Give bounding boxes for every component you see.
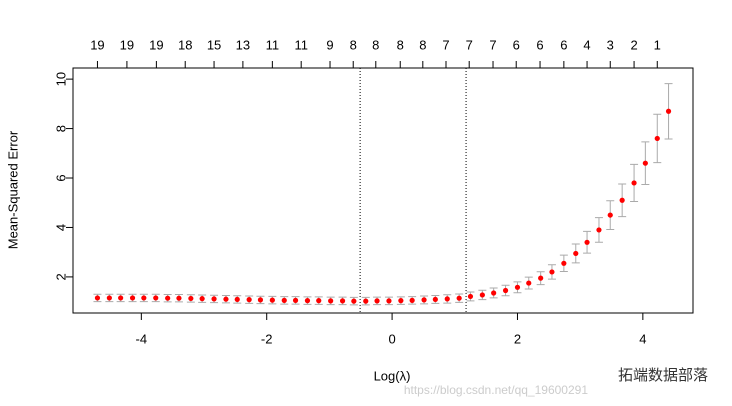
- point: [188, 295, 194, 302]
- top-tick-label: 7: [489, 37, 496, 52]
- point: [514, 284, 521, 290]
- point: [432, 296, 438, 303]
- point: [502, 287, 509, 294]
- top-tick-label: 18: [178, 37, 192, 52]
- point: [246, 297, 252, 303]
- plot-frame: [72, 67, 694, 314]
- point: [444, 296, 450, 302]
- x-tick-label: 2: [514, 331, 521, 346]
- point: [491, 290, 497, 296]
- point: [561, 260, 567, 266]
- point: [316, 298, 322, 304]
- y-tick-label: 6: [53, 174, 68, 181]
- point: [619, 197, 625, 203]
- point: [304, 298, 311, 304]
- x-tick-label: -2: [261, 331, 273, 346]
- point: [118, 295, 124, 301]
- point: [607, 212, 613, 218]
- top-tick-label: 9: [326, 37, 333, 52]
- top-tick-label: 6: [536, 37, 543, 52]
- top-tick-label: 6: [560, 37, 567, 52]
- top-tick-label: 8: [419, 37, 426, 52]
- point: [223, 296, 229, 302]
- point: [573, 250, 579, 257]
- point: [409, 297, 415, 303]
- point: [456, 295, 462, 301]
- point: [642, 160, 648, 166]
- top-tick-label: 7: [442, 37, 449, 52]
- point: [94, 295, 101, 301]
- top-tick-label: 19: [90, 37, 104, 52]
- brand: 拓端数据部落: [618, 367, 708, 384]
- y-tick-label: 10: [53, 72, 68, 86]
- point: [386, 298, 392, 304]
- point: [374, 298, 380, 304]
- point: [467, 293, 474, 300]
- top-tick-label: 7: [466, 37, 473, 52]
- point: [211, 296, 217, 302]
- point: [631, 180, 637, 186]
- top-tick-label: 3: [607, 37, 614, 52]
- y-tick-label: 4: [53, 224, 68, 231]
- point: [292, 297, 299, 303]
- top-tick-label: 11: [266, 37, 280, 52]
- point: [654, 135, 660, 142]
- top-tick-label: 8: [350, 37, 357, 52]
- top-tick-label: 4: [583, 37, 590, 52]
- top-tick-label: 13: [236, 37, 250, 52]
- top-tick-label: 2: [630, 37, 637, 52]
- point: [234, 296, 240, 303]
- x-tick-label: 4: [639, 331, 646, 346]
- point: [199, 296, 205, 302]
- point: [421, 297, 427, 303]
- point: [549, 269, 555, 275]
- point: [281, 297, 287, 303]
- watermark: https://blog.csdn.net/qq_19600291: [404, 383, 588, 397]
- top-tick-label: 8: [372, 37, 379, 52]
- top-tick-label: 8: [397, 37, 404, 52]
- top-tick-label: 19: [120, 37, 134, 52]
- point: [479, 292, 485, 298]
- point: [153, 295, 159, 301]
- point: [141, 295, 147, 301]
- point: [176, 295, 182, 301]
- x-tick-label: 0: [388, 331, 395, 346]
- y-tick-label: 8: [53, 125, 68, 132]
- point: [351, 298, 357, 304]
- point: [165, 295, 171, 301]
- top-tick-label: 11: [294, 37, 308, 52]
- point: [584, 239, 590, 245]
- y-axis-label: Mean-Squared Error: [5, 130, 20, 249]
- point: [339, 298, 346, 304]
- top-tick-label: 1: [654, 37, 661, 52]
- top-tick-label: 6: [513, 37, 520, 52]
- point: [106, 295, 112, 301]
- point: [328, 298, 334, 304]
- point: [665, 108, 672, 114]
- point: [129, 295, 136, 301]
- point: [398, 298, 404, 304]
- point: [526, 280, 532, 286]
- x-axis-label: Log(λ): [374, 368, 411, 383]
- point: [596, 227, 602, 233]
- top-tick-label: 19: [149, 37, 163, 52]
- point: [538, 275, 544, 281]
- x-tick-label: -4: [136, 331, 148, 346]
- y-tick-label: 2: [53, 273, 68, 280]
- point: [257, 297, 264, 303]
- point: [269, 297, 275, 303]
- top-tick-label: 15: [207, 37, 221, 52]
- point: [363, 298, 369, 304]
